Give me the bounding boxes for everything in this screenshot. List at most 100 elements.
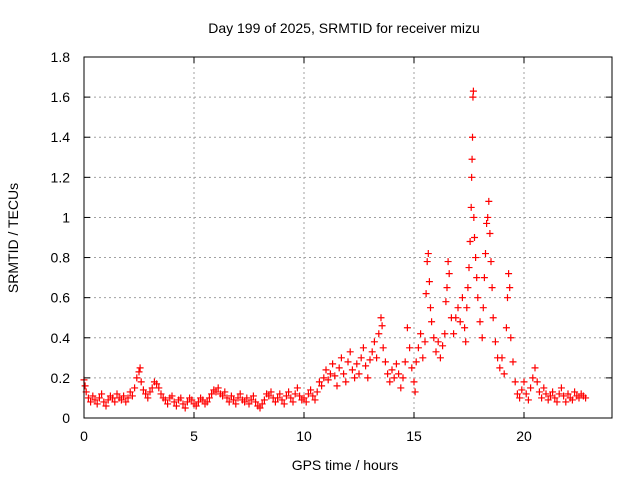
data-point-marker (81, 382, 89, 390)
data-point-marker (320, 374, 328, 382)
data-point-marker (359, 344, 367, 352)
data-point-marker (252, 398, 260, 406)
data-point-marker (498, 354, 506, 362)
x-tick-label: 15 (406, 428, 422, 444)
data-point-marker (300, 394, 308, 402)
y-axis-label: SRMTID / TECUs (5, 183, 21, 293)
data-point-marker (135, 368, 143, 376)
data-point-marker (575, 394, 583, 402)
data-point-marker (549, 388, 557, 396)
data-point-marker (408, 364, 416, 372)
data-point-marker (315, 378, 323, 386)
data-point-marker (443, 284, 451, 292)
x-tick-label: 5 (190, 428, 198, 444)
data-point-marker (155, 384, 163, 392)
x-tick-label: 0 (80, 428, 88, 444)
data-point-marker (364, 374, 372, 382)
data-point-marker (307, 386, 315, 394)
data-point-marker (557, 384, 565, 392)
data-point-marker (153, 380, 161, 388)
data-point-marker (271, 398, 279, 406)
data-point-marker (513, 390, 521, 398)
data-point-marker (87, 398, 95, 406)
data-point-marker (516, 394, 524, 402)
data-point-marker (375, 330, 383, 338)
data-point-marker (456, 318, 464, 326)
data-point-marker (89, 392, 97, 400)
data-point-marker (230, 396, 238, 404)
data-point-marker (414, 344, 422, 352)
data-point-marker (471, 234, 478, 241)
data-point-marker (136, 364, 144, 372)
data-point-marker (442, 298, 450, 306)
data-point-marker (243, 394, 251, 402)
x-tick-label: 20 (516, 428, 532, 444)
data-point-marker (524, 396, 532, 404)
data-point-marker (410, 378, 418, 386)
data-point-marker (421, 338, 429, 346)
data-point-marker (205, 394, 213, 402)
y-tick-label: 0.4 (51, 330, 71, 346)
data-point-marker (479, 304, 487, 312)
plot-frame (83, 56, 613, 419)
data-point-marker (370, 338, 378, 346)
data-point-marker (326, 370, 334, 378)
data-point-marker (504, 294, 511, 302)
y-tick-label: 0 (62, 410, 70, 426)
y-tick-label: 1.2 (51, 169, 71, 185)
data-point-marker (161, 396, 169, 404)
data-point-marker (406, 344, 414, 352)
data-point-marker (486, 229, 494, 237)
data-point-marker (91, 396, 99, 404)
data-point-marker (219, 392, 227, 400)
data-point-marker (139, 386, 147, 394)
data-point-marker (392, 360, 400, 368)
data-point-marker (274, 394, 282, 402)
data-point-marker (333, 382, 341, 390)
data-point-marker (461, 324, 469, 332)
data-point-marker (335, 364, 343, 372)
data-point-marker (542, 390, 550, 398)
data-point-marker (122, 398, 130, 406)
chart-title: Day 199 of 2025, SRMTID for receiver miz… (208, 20, 480, 36)
data-point-marker (450, 330, 458, 338)
data-point-marker (304, 390, 312, 398)
data-point-marker (419, 354, 427, 362)
data-point-marker (137, 378, 145, 386)
data-point-marker (464, 284, 472, 292)
data-point-marker (199, 396, 207, 404)
data-point-marker (109, 394, 117, 402)
data-point-marker (179, 400, 187, 408)
data-point-marker (181, 404, 189, 412)
data-point-marker (454, 304, 462, 312)
data-point-marker (388, 366, 396, 374)
data-point-marker (368, 348, 376, 356)
data-point-marker (422, 290, 430, 298)
x-tick-labels: 0 5 10 15 20 (80, 428, 532, 444)
data-point-marker (225, 398, 233, 406)
x-axis-label: GPS time / hours (292, 457, 399, 473)
y-tick-label: 0.2 (51, 370, 71, 386)
data-point-marker (489, 314, 497, 322)
data-point-marker (302, 398, 310, 406)
data-point-marker (267, 388, 275, 396)
y-tick-label: 1.4 (51, 129, 71, 145)
data-point-marker (278, 396, 286, 404)
data-point-marker (399, 374, 407, 382)
data-point-marker (280, 400, 288, 408)
y-tick-label: 1 (62, 209, 70, 225)
data-point-marker (381, 358, 389, 366)
data-point-marker (484, 213, 492, 221)
grid-lines (84, 57, 612, 418)
data-point-marker (434, 338, 442, 346)
data-point-marker (397, 384, 405, 392)
data-point-marker (309, 392, 317, 400)
data-point-marker (144, 394, 152, 402)
data-point-marker (131, 384, 139, 392)
data-point-marker (505, 270, 513, 278)
data-point-marker (509, 358, 517, 366)
data-point-marker (362, 362, 370, 370)
data-point-marker (177, 394, 185, 402)
data-point-marker (98, 390, 106, 398)
